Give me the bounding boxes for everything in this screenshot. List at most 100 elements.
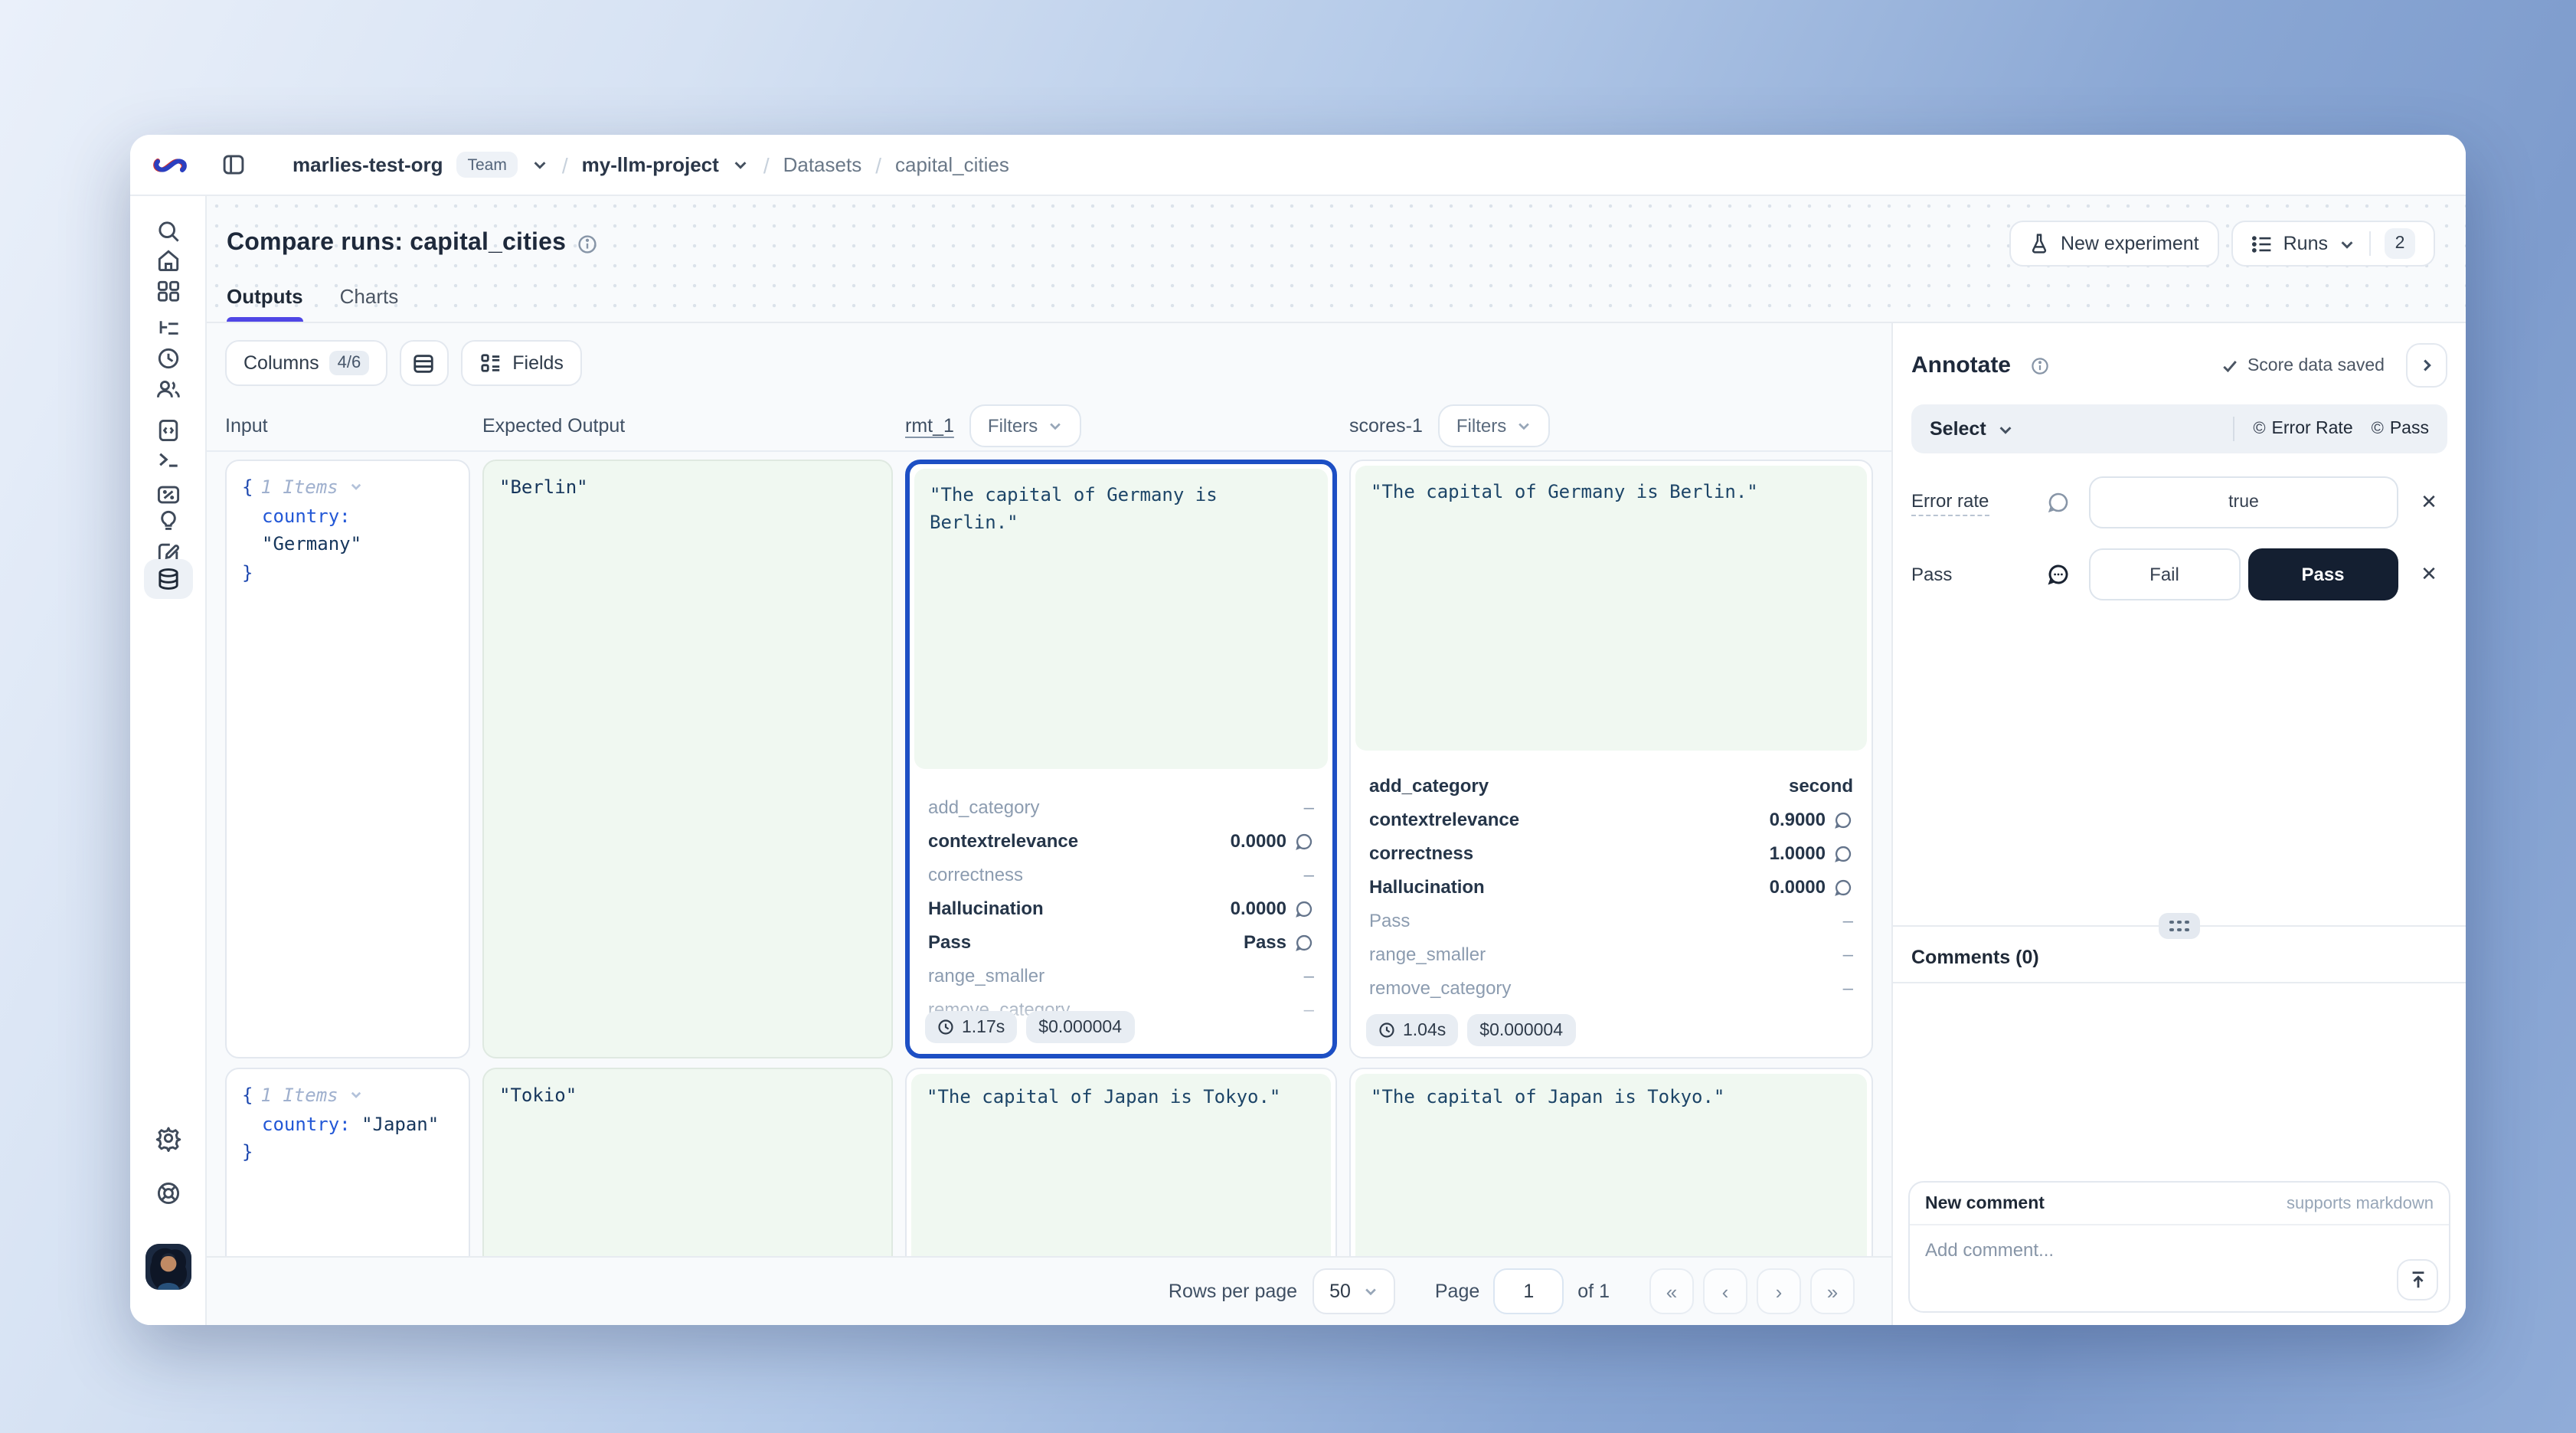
select-dropdown[interactable]: Select bbox=[1930, 418, 2014, 440]
submit-comment-button[interactable] bbox=[2397, 1259, 2438, 1300]
sidebar-item-datasets[interactable] bbox=[143, 559, 192, 599]
scorer-chip-pass[interactable]: © Pass bbox=[2372, 420, 2429, 438]
score-label: Hallucination bbox=[1369, 876, 1485, 898]
comment-bubble-icon[interactable] bbox=[1294, 831, 1314, 851]
comment-input[interactable]: Add comment... bbox=[1910, 1225, 2449, 1311]
page-number-input[interactable] bbox=[1493, 1268, 1564, 1314]
panel-resize-handle[interactable] bbox=[2159, 913, 2200, 939]
next-page-button[interactable]: › bbox=[1757, 1268, 1801, 1314]
rows-per-page-select[interactable]: 50 bbox=[1313, 1268, 1395, 1314]
score-value: – bbox=[1303, 965, 1314, 986]
topbar: marlies-test-org Team / my-llm-project /… bbox=[130, 135, 2466, 196]
fields-button[interactable]: Fields bbox=[460, 340, 582, 386]
comment-bubble-icon[interactable] bbox=[1833, 810, 1853, 829]
chevron-down-icon[interactable] bbox=[733, 156, 750, 173]
score-label: correctness bbox=[928, 864, 1024, 885]
expected-output-cell[interactable]: "Berlin" bbox=[482, 460, 893, 1058]
traces-tree-icon[interactable] bbox=[143, 309, 192, 349]
rows-per-page-label: Rows per page bbox=[1168, 1281, 1298, 1302]
score-label: Hallucination bbox=[928, 898, 1044, 919]
filters-label: Filters bbox=[987, 414, 1038, 436]
filters-button-run1[interactable]: Filters bbox=[969, 404, 1081, 447]
first-page-button[interactable]: « bbox=[1649, 1268, 1694, 1314]
info-icon[interactable] bbox=[2031, 356, 2049, 375]
pass-button-selected[interactable]: Pass bbox=[2247, 548, 2398, 600]
sidebar-toggle-icon[interactable] bbox=[213, 145, 253, 185]
score-value: 0.0000 bbox=[1230, 898, 1286, 919]
score-label: add_category bbox=[1369, 775, 1489, 797]
breadcrumb-dataset-name[interactable]: capital_cities bbox=[895, 153, 1009, 176]
info-icon[interactable] bbox=[577, 234, 597, 254]
row-height-button[interactable] bbox=[399, 340, 449, 386]
json-close-brace: } bbox=[242, 561, 253, 584]
breadcrumb-project[interactable]: my-llm-project bbox=[581, 153, 719, 176]
comment-bubble-icon[interactable] bbox=[1833, 843, 1853, 863]
chevron-down-icon bbox=[2339, 235, 2355, 252]
runs-button[interactable]: Runs 2 bbox=[2231, 221, 2435, 267]
flask-icon bbox=[2030, 233, 2050, 254]
collapse-panel-button[interactable] bbox=[2406, 343, 2447, 388]
run1-output-cell[interactable]: "The capital of Japan is Tokyo." bbox=[905, 1068, 1337, 1256]
breadcrumb-org[interactable]: marlies-test-org bbox=[293, 153, 443, 176]
run2-output-cell[interactable]: "The capital of Japan is Tokyo." bbox=[1349, 1068, 1873, 1256]
terminal-icon[interactable] bbox=[143, 440, 192, 479]
check-icon bbox=[2224, 360, 2238, 372]
chevron-down-icon[interactable] bbox=[531, 156, 548, 173]
run-meta-chips: 1.17s $0.000004 bbox=[925, 1011, 1135, 1043]
comment-bubble-icon[interactable] bbox=[1294, 932, 1314, 952]
page-label: Page bbox=[1434, 1281, 1480, 1302]
new-comment-label: New comment bbox=[1925, 1194, 2045, 1212]
playground-icon[interactable] bbox=[143, 475, 192, 515]
users-icon[interactable] bbox=[143, 369, 192, 409]
lightbulb-icon[interactable] bbox=[143, 501, 192, 541]
expected-output-cell[interactable]: "Tokio" bbox=[482, 1068, 893, 1256]
comment-bubble-icon[interactable] bbox=[2046, 490, 2077, 515]
column-header-run1[interactable]: rmt_1 bbox=[905, 414, 954, 436]
latency-value: 1.04s bbox=[1403, 1021, 1447, 1039]
column-header-expected[interactable]: Expected Output bbox=[482, 414, 626, 436]
column-header-input[interactable]: Input bbox=[225, 414, 268, 436]
table-row: {1 Items country: "Japan" } "Tokio" "The… bbox=[225, 1068, 1873, 1256]
home-icon[interactable] bbox=[143, 240, 192, 280]
prev-page-button[interactable]: ‹ bbox=[1703, 1268, 1747, 1314]
clear-value-icon[interactable]: ✕ bbox=[2421, 490, 2437, 513]
score-label: contextrelevance bbox=[928, 830, 1079, 852]
last-page-button[interactable]: » bbox=[1810, 1268, 1855, 1314]
scorer-chip-error-rate[interactable]: © Error Rate bbox=[2253, 420, 2352, 438]
new-experiment-button[interactable]: New experiment bbox=[2009, 221, 2219, 267]
model-output-text: "The capital of Germany is Berlin." bbox=[1371, 481, 1758, 502]
breadcrumb-datasets[interactable]: Datasets bbox=[783, 153, 862, 176]
column-header-run2[interactable]: scores-1 bbox=[1349, 414, 1423, 436]
tab-outputs[interactable]: Outputs bbox=[227, 285, 303, 322]
comment-bubble-icon[interactable] bbox=[1833, 877, 1853, 897]
search-icon[interactable] bbox=[143, 211, 192, 251]
columns-button[interactable]: Columns 4/6 bbox=[225, 340, 387, 386]
json-items-label[interactable]: 1 Items bbox=[260, 476, 338, 498]
history-clock-icon[interactable] bbox=[143, 339, 192, 378]
run1-output-cell-selected[interactable]: "The capital of Germany is Berlin." add_… bbox=[905, 460, 1337, 1058]
org-team-badge: Team bbox=[456, 152, 518, 178]
dashboard-icon[interactable] bbox=[143, 271, 192, 311]
input-cell[interactable]: {1 Items country: "Germany" } bbox=[225, 460, 470, 1058]
filters-button-run2[interactable]: Filters bbox=[1437, 404, 1550, 447]
run2-output-cell[interactable]: "The capital of Germany is Berlin." add_… bbox=[1349, 460, 1873, 1058]
expected-output-text: "Tokio" bbox=[499, 1085, 577, 1106]
fail-button[interactable]: Fail bbox=[2089, 548, 2240, 600]
comment-bubble-dots-icon[interactable] bbox=[2046, 562, 2077, 587]
settings-gear-icon[interactable] bbox=[143, 1118, 192, 1158]
save-status: Score data saved bbox=[2221, 356, 2385, 375]
clock-icon bbox=[1379, 1022, 1394, 1038]
user-avatar[interactable] bbox=[145, 1244, 191, 1290]
file-code-icon[interactable] bbox=[143, 411, 192, 450]
error-rate-value-input[interactable] bbox=[2089, 476, 2398, 528]
chevron-right-icon bbox=[2424, 359, 2431, 371]
tab-charts[interactable]: Charts bbox=[339, 285, 399, 308]
comment-bubble-icon[interactable] bbox=[1294, 898, 1314, 918]
help-lifebuoy-icon[interactable] bbox=[143, 1173, 192, 1213]
app-logo-icon[interactable] bbox=[152, 151, 188, 178]
json-value: "Germany" bbox=[262, 533, 362, 555]
input-cell[interactable]: {1 Items country: "Japan" } bbox=[225, 1068, 470, 1256]
comments-section: Comments (0) New comment supports markdo… bbox=[1893, 913, 2466, 1325]
json-items-label[interactable]: 1 Items bbox=[260, 1085, 338, 1106]
clear-value-icon[interactable]: ✕ bbox=[2421, 562, 2437, 585]
